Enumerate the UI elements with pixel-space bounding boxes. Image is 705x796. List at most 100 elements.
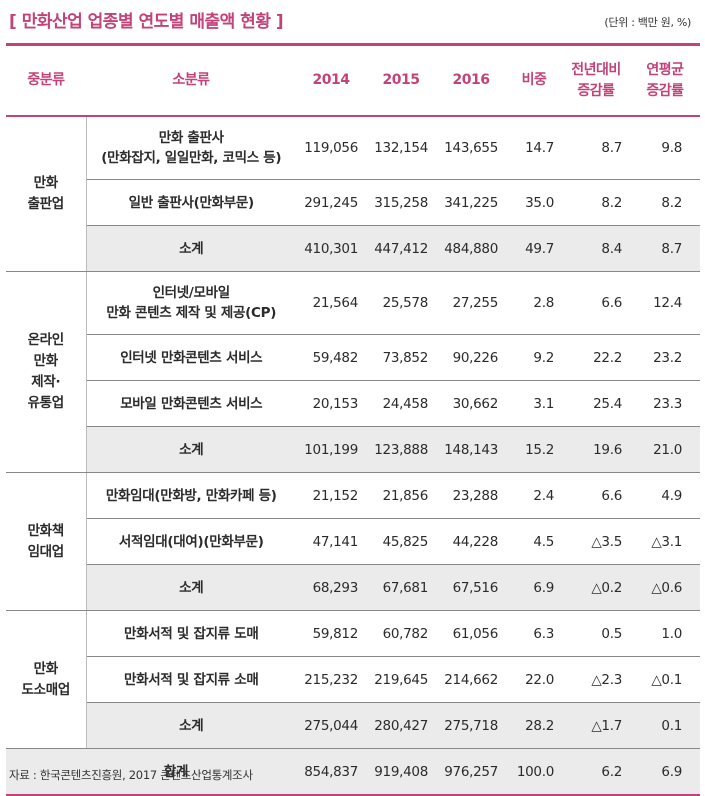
cell-yoy: △3.5 (562, 518, 630, 565)
subcategory-cell: 모바일 만화콘텐츠 서비스 (86, 380, 296, 427)
cell-cagr: 8.2 (630, 179, 700, 226)
cell-share: 49.7 (506, 225, 562, 272)
cell-2015: 67,681 (366, 564, 436, 611)
subcategory-cell: 인터넷 만화콘텐츠 서비스 (86, 334, 296, 381)
table-row: 온라인 만화 제작· 유통업 인터넷/모바일 만화 콘텐츠 제작 및 제공(CP)… (6, 271, 700, 473)
cell-2014: 410,301 (296, 225, 366, 272)
revenue-table: 중분류 소분류 2014 2015 2016 비중 전년대비 증감률 연평균 증… (6, 43, 700, 796)
cell-yoy: 6.6 (562, 271, 630, 335)
total-row: 합계 854,837 919,408 976,257 100.0 6.2 6.9 (6, 748, 700, 796)
cell-cagr: 23.2 (630, 334, 700, 381)
cell-2015: 73,852 (366, 334, 436, 381)
cell-cagr: △3.1 (630, 518, 700, 565)
cell-yoy: △2.3 (562, 656, 630, 703)
cell-2016: 61,056 (436, 610, 506, 657)
cell-yoy: 6.6 (562, 472, 630, 519)
cell-2016: 148,143 (436, 426, 506, 473)
cell-yoy: 19.6 (562, 426, 630, 473)
table-row: 일반 출판사(만화부문) 291,245 315,258 341,225 35.0 8.2… (6, 179, 700, 226)
cell-2015: 315,258 (366, 179, 436, 226)
cell-2015: 219,645 (366, 656, 436, 703)
cell-2015: 25,578 (366, 271, 436, 335)
cell-2014: 20,153 (296, 380, 366, 427)
table-row: 만화서적 및 잡지류 소매 215,232 219,645 214,662 22.0 △2… (6, 656, 700, 703)
cell-cagr: 4.9 (630, 472, 700, 519)
cell-2014: 119,056 (296, 116, 366, 180)
cell-2015: 45,825 (366, 518, 436, 565)
header-2014: 2014 (296, 43, 366, 117)
cell-cagr: 1.0 (630, 610, 700, 657)
cell-2014: 21,564 (296, 271, 366, 335)
subcategory-cell: 만화서적 및 잡지류 소매 (86, 656, 296, 703)
cell-2014: 275,044 (296, 702, 366, 749)
cell-share: 35.0 (506, 179, 562, 226)
cell-2016: 67,516 (436, 564, 506, 611)
source-note: 자료 : 한국콘텐츠진흥원, 2017 콘텐츠산업통계조사 (9, 768, 253, 782)
cell-share: 15.2 (506, 426, 562, 473)
cell-2014: 68,293 (296, 564, 366, 611)
table-row: 만화책 임대업 만화임대(만화방, 만화카페 등) 21,152 21,856 23,2… (6, 472, 700, 611)
cell-2015: 447,412 (366, 225, 436, 272)
cell-cagr: △0.6 (630, 564, 700, 611)
cell-yoy: 25.4 (562, 380, 630, 427)
category-cell: 만화 도소매업 (6, 610, 87, 749)
subcategory-cell: 소계 (86, 426, 296, 473)
total-cell-share: 100.0 (506, 748, 562, 796)
cell-2016: 484,880 (436, 225, 506, 272)
table-row: 모바일 만화콘텐츠 서비스 20,153 24,458 30,662 3.1 25.4 23… (6, 380, 700, 427)
cell-cagr: 12.4 (630, 271, 700, 335)
subcategory-cell: 인터넷/모바일 만화 콘텐츠 제작 및 제공(CP) (86, 271, 296, 335)
subtotal-row: 소계 410,301 447,412 484,880 49.7 8.4 8.7 (6, 225, 700, 272)
cell-share: 28.2 (506, 702, 562, 749)
cell-share: 9.2 (506, 334, 562, 381)
cell-yoy: △0.2 (562, 564, 630, 611)
header-yoy: 전년대비 증감률 (562, 43, 630, 117)
cell-share: 6.9 (506, 564, 562, 611)
table-body: 만화 출판업 만화 출판사 (만화잡지, 일일만화, 코믹스 등) 119,056 1… (6, 116, 700, 796)
cell-2016: 341,225 (436, 179, 506, 226)
cell-share: 22.0 (506, 656, 562, 703)
header-2015: 2015 (366, 43, 436, 117)
subcategory-cell: 소계 (86, 564, 296, 611)
cell-yoy: 8.2 (562, 179, 630, 226)
cell-cagr: 21.0 (630, 426, 700, 473)
subcategory-cell: 일반 출판사(만화부문) (86, 179, 296, 226)
cell-2014: 291,245 (296, 179, 366, 226)
subcategory-cell: 만화서적 및 잡지류 도매 (86, 610, 296, 657)
cell-2014: 101,199 (296, 426, 366, 473)
cell-share: 3.1 (506, 380, 562, 427)
cell-2016: 23,288 (436, 472, 506, 519)
subtotal-row: 소계 275,044 280,427 275,718 28.2 △1.7 0.1 (6, 702, 700, 749)
cell-2016: 30,662 (436, 380, 506, 427)
cell-yoy: 8.4 (562, 225, 630, 272)
header-2016: 2016 (436, 43, 506, 117)
cell-2014: 59,812 (296, 610, 366, 657)
header-subcategory: 소분류 (86, 43, 296, 117)
cell-yoy: 22.2 (562, 334, 630, 381)
cell-2016: 214,662 (436, 656, 506, 703)
cell-share: 6.3 (506, 610, 562, 657)
cell-cagr: 8.7 (630, 225, 700, 272)
subcategory-cell: 소계 (86, 702, 296, 749)
total-cell-2015: 919,408 (366, 748, 436, 796)
table-row: 인터넷 만화콘텐츠 서비스 59,482 73,852 90,226 9.2 22.2 23… (6, 334, 700, 381)
category-cell: 온라인 만화 제작· 유통업 (6, 271, 87, 473)
subtotal-row: 소계 101,199 123,888 148,143 15.2 19.6 21.0 (6, 426, 700, 473)
cell-share: 2.8 (506, 271, 562, 335)
unit-label: (단위 : 백만 원, %) (604, 16, 691, 29)
cell-cagr: 23.3 (630, 380, 700, 427)
cell-2015: 60,782 (366, 610, 436, 657)
cell-2015: 24,458 (366, 380, 436, 427)
header-category: 중분류 (6, 43, 86, 117)
cell-2015: 280,427 (366, 702, 436, 749)
header-cagr: 연평균 증감률 (630, 43, 700, 117)
subcategory-cell: 서적임대(대여)(만화부문) (86, 518, 296, 565)
cell-2016: 44,228 (436, 518, 506, 565)
cell-yoy: △1.7 (562, 702, 630, 749)
total-cell-cagr: 6.9 (630, 748, 700, 796)
cell-yoy: 8.7 (562, 116, 630, 180)
table-row: 만화 출판업 만화 출판사 (만화잡지, 일일만화, 코믹스 등) 119,056 1… (6, 116, 700, 272)
cell-cagr: 0.1 (630, 702, 700, 749)
cell-2014: 59,482 (296, 334, 366, 381)
cell-cagr: △0.1 (630, 656, 700, 703)
